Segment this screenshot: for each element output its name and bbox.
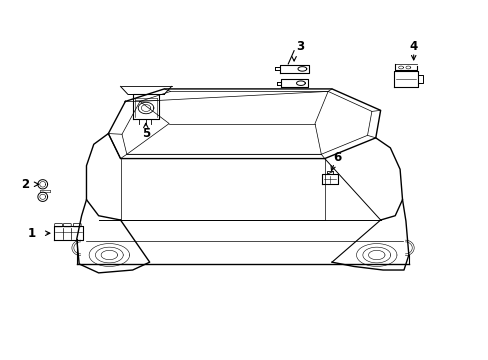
Text: 6: 6: [333, 151, 341, 165]
Text: 5: 5: [142, 127, 150, 140]
FancyBboxPatch shape: [63, 224, 71, 227]
FancyBboxPatch shape: [73, 224, 81, 227]
FancyBboxPatch shape: [55, 224, 62, 227]
Text: 1: 1: [27, 227, 36, 240]
Text: 2: 2: [20, 178, 29, 191]
Text: 3: 3: [296, 40, 304, 53]
Text: 4: 4: [409, 40, 417, 53]
